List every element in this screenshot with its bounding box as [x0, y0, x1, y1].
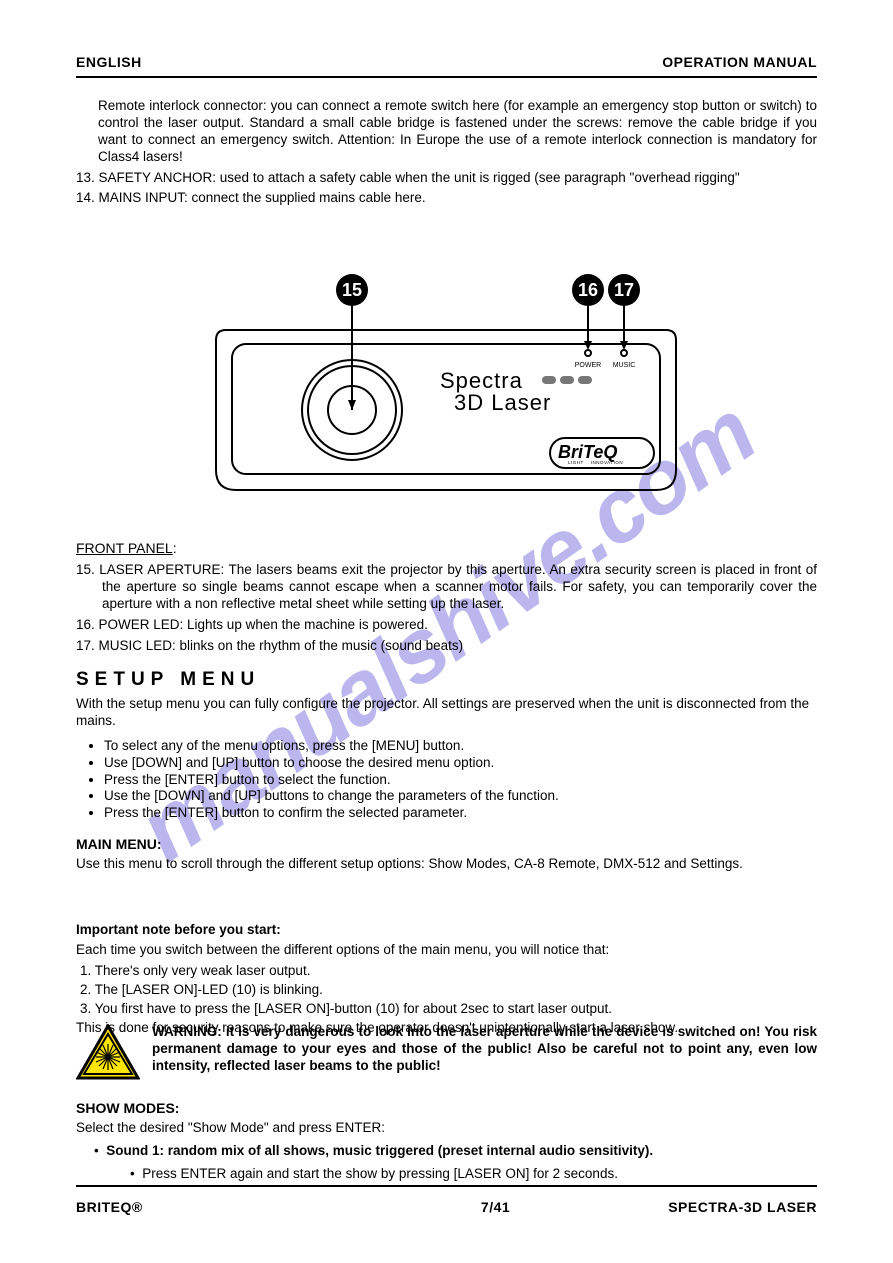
item-13: 13. SAFETY ANCHOR: used to attach a safe…	[76, 170, 740, 185]
front-panel-items: 15. LASER APERTURE: The lasers beams exi…	[76, 562, 817, 658]
led-music-label: MUSIC	[613, 362, 636, 369]
setup-body: With the setup menu you can fully config…	[76, 696, 817, 822]
front-panel-title-u: FRONT PANEL	[76, 540, 173, 556]
note-intro: Each time you switch between the differe…	[76, 942, 817, 959]
show-modes-intro: Select the desired "Show Mode" and press…	[76, 1120, 817, 1137]
setup-bullet-0: To select any of the menu options, press…	[104, 738, 817, 755]
intro-block: Remote interlock connector: you can conn…	[76, 98, 817, 211]
warning-text: WARNING: it is very dangerous to look in…	[152, 1024, 817, 1075]
setup-bullet-3: Use the [DOWN] and [UP] buttons to chang…	[104, 788, 817, 805]
brand-logo-sub: LIGHT INNOVATION	[568, 460, 623, 465]
show-modes-heading: SHOW MODES:	[76, 1100, 817, 1118]
main-menu-heading: MAIN MENU:	[76, 836, 817, 854]
note-item-1: 1. There's only very weak laser output.	[76, 963, 817, 980]
setup-bullet-2: Press the [ENTER] button to select the f…	[104, 772, 817, 789]
note-item-2: 2. The [LASER ON]-LED (10) is blinking.	[76, 982, 817, 999]
footer-page: 7/41	[481, 1199, 510, 1215]
header-right: OPERATION MANUAL	[662, 54, 817, 70]
product-title-2: 3D Laser	[454, 390, 551, 415]
item-15: 15. LASER APERTURE: The lasers beams exi…	[76, 562, 817, 611]
led-power-label: POWER	[575, 362, 601, 369]
callout-17: 17	[614, 280, 634, 300]
setup-menu-heading: SETUP MENU	[76, 668, 817, 692]
front-panel-heading: FRONT PANEL:	[76, 540, 817, 558]
rule-top	[76, 76, 817, 78]
footer-right: 7/41 SPECTRA-3D LASER	[481, 1199, 817, 1215]
setup-bullet-1: Use [DOWN] and [UP] button to choose the…	[104, 755, 817, 772]
warning-block: WARNING: it is very dangerous to look in…	[76, 1024, 817, 1080]
main-menu-body: Use this menu to scroll through the diff…	[76, 856, 817, 873]
intro-paragraph: Remote interlock connector: you can conn…	[98, 98, 817, 164]
item-17: 17. MUSIC LED: blinks on the rhythm of t…	[76, 638, 463, 653]
note-item-3: 3. You first have to press the [LASER ON…	[76, 1001, 817, 1018]
front-panel-diagram: Spectra 3D Laser POWER MUSIC BriTeQ LIGH…	[196, 270, 696, 510]
brand-logo-text: BriTeQ	[558, 442, 617, 462]
callout-16: 16	[578, 280, 598, 300]
header-left: ENGLISH	[76, 54, 142, 70]
setup-intro: With the setup menu you can fully config…	[76, 696, 817, 730]
note-heading: Important note before you start:	[76, 922, 817, 939]
callout-15: 15	[342, 280, 362, 300]
laser-warning-icon	[76, 1024, 140, 1080]
show-modes-body: Select the desired "Show Mode" and press…	[76, 1120, 817, 1189]
show-modes-l1: Sound 1: random mix of all shows, music …	[106, 1143, 653, 1158]
footer-product: SPECTRA-3D LASER	[668, 1199, 817, 1215]
setup-bullet-4: Press the [ENTER] button to confirm the …	[104, 805, 817, 822]
front-panel-title-rest: :	[173, 540, 177, 556]
item-14: 14. MAINS INPUT: connect the supplied ma…	[76, 190, 426, 205]
main-menu-text: Use this menu to scroll through the diff…	[76, 856, 817, 873]
show-modes-sub: Press ENTER again and start the show by …	[138, 1166, 617, 1181]
item-16: 16. POWER LED: Lights up when the machin…	[76, 617, 428, 632]
footer-left: BRITEQ®	[76, 1199, 143, 1215]
page-container: manualshive.com ENGLISH OPERATION MANUAL…	[0, 0, 893, 1263]
